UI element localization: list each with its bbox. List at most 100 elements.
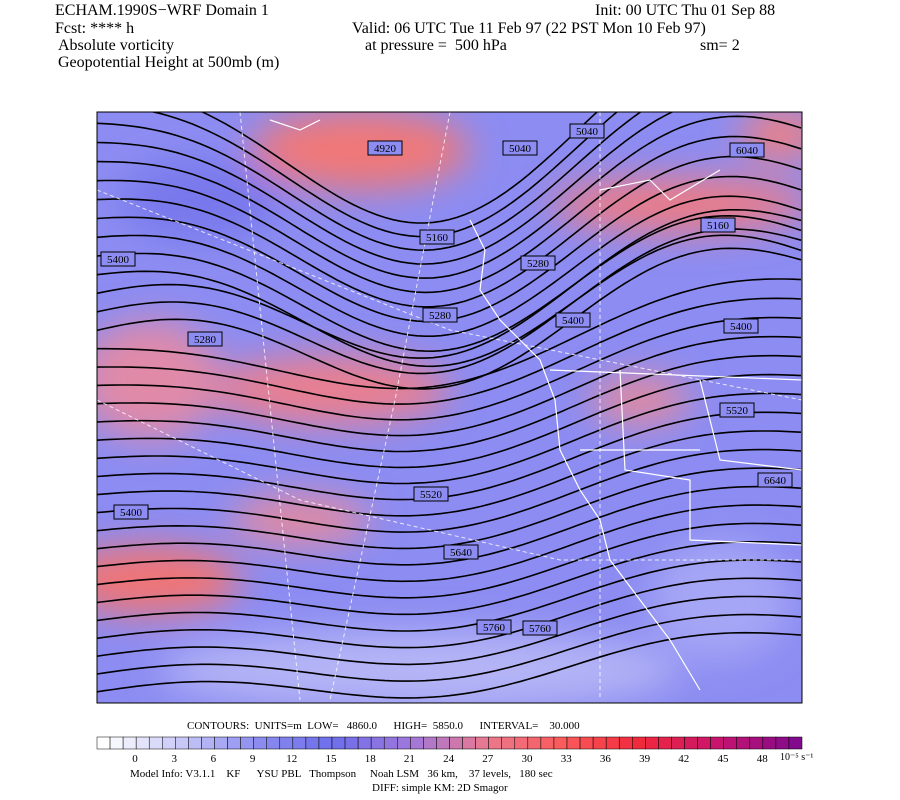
- contour-label-box: [113, 504, 149, 520]
- colorbar-swatch: [135, 736, 150, 750]
- contour-line: [97, 115, 802, 279]
- contour-line: [97, 613, 802, 682]
- colorbar-tick-label: 33: [561, 753, 573, 765]
- colorbar-swatch: [788, 736, 803, 750]
- contour-label-box: [367, 140, 403, 156]
- contour-line: [97, 112, 674, 265]
- contour-label-box: [476, 619, 512, 635]
- contour-label: 5520: [420, 489, 443, 501]
- colorbar-tick-label: 27: [482, 753, 494, 765]
- pressure-level: at pressure = 500 hPa: [365, 37, 507, 54]
- title: ECHAM.1990S−WRF Domain 1: [55, 2, 269, 19]
- contour-label-box: [100, 251, 136, 267]
- contour-line: [97, 631, 802, 699]
- colorbar-swatch: [723, 736, 737, 750]
- contour-label: 5400: [120, 507, 143, 519]
- contour-line: [97, 335, 802, 437]
- contour-label: 6640: [764, 475, 787, 487]
- colorbar-swatch: [540, 736, 555, 750]
- colorbar-tick-label: 12: [286, 753, 297, 765]
- contour-line: [200, 112, 599, 224]
- colorbar-swatch: [253, 736, 267, 750]
- contour-label: 5400: [562, 315, 585, 327]
- contour-label-box: [757, 472, 793, 488]
- smoothing: sm= 2: [700, 37, 740, 54]
- vorticity-field: [97, 112, 802, 703]
- contour-label: 5280: [429, 310, 452, 322]
- colorbar-swatch: [162, 736, 176, 750]
- contour-line: [97, 209, 802, 359]
- colorbar-swatch: [397, 736, 411, 750]
- contour-line: [97, 430, 802, 517]
- colorbar-swatch: [449, 736, 463, 750]
- contour-label-box: [729, 142, 765, 158]
- colorbar-swatch: [710, 736, 724, 750]
- contour-info: CONTOURS: UNITS=m LOW= 4860.0 HIGH= 5850…: [187, 720, 580, 732]
- contour-label: 5040: [576, 126, 599, 138]
- colorbar-swatch: [227, 736, 241, 750]
- colorbar-swatch: [436, 736, 450, 750]
- contour-line: [97, 559, 802, 632]
- colorbar-swatch: [266, 736, 281, 750]
- colorbar-swatch: [645, 736, 659, 750]
- contour-label: 6040: [736, 145, 759, 157]
- contour-label-box: [502, 140, 538, 156]
- colorbar-swatch: [749, 736, 764, 750]
- contour-line: [97, 448, 802, 533]
- colorbar-swatch: [762, 736, 777, 750]
- colorbar-swatch: [175, 736, 189, 750]
- colorbar-swatch: [357, 736, 372, 750]
- contour-line: [97, 504, 802, 583]
- contour-line: [97, 214, 802, 353]
- colorbar-swatch: [514, 736, 529, 750]
- contour-line: [97, 278, 802, 390]
- colorbar-tick-label: 6: [211, 753, 217, 765]
- contour-label-box: [723, 318, 759, 334]
- field-name: Absolute vorticity: [58, 37, 174, 54]
- model-info: Model Info: V3.1.1 KF YSU PBL Thompson N…: [130, 768, 553, 780]
- colorbar-tick-label: 45: [718, 753, 730, 765]
- colorbar-swatch: [423, 736, 437, 750]
- colorbar-swatch: [566, 736, 581, 750]
- contour-line: [97, 522, 802, 599]
- colorbar-swatch: [605, 736, 620, 750]
- colorbar-swatch: [331, 736, 346, 750]
- colorbar-tick-label: 39: [639, 753, 651, 765]
- colorbar-tick-label: 18: [365, 753, 377, 765]
- colorbar-swatch: [462, 736, 476, 750]
- colorbar-swatch: [292, 736, 307, 750]
- colorbar-swatch: [279, 736, 294, 750]
- colorbar-swatch: [632, 736, 646, 750]
- colorbar-swatch: [318, 736, 333, 750]
- colorbar-swatch: [122, 736, 137, 750]
- colorbar-tick-label: 0: [132, 753, 138, 765]
- colorbar-tick-label: 42: [678, 753, 689, 765]
- colorbar-tick-label: 36: [600, 753, 612, 765]
- colorbar-swatch: [240, 736, 254, 750]
- colorbar-swatch: [501, 736, 516, 750]
- contour-label-box: [422, 307, 458, 323]
- diff-info: DIFF: simple KM: 2D Smagor: [372, 782, 508, 794]
- contour-line: [97, 247, 802, 390]
- contour-label: 5040: [509, 143, 532, 155]
- contour-line: [97, 228, 802, 375]
- colorbar-swatch: [96, 736, 111, 750]
- colorbar-tick-label: 3: [171, 753, 177, 765]
- colorbar-units: 10⁻⁵ s⁻¹: [780, 752, 813, 763]
- colorbar-swatch: [305, 736, 320, 750]
- colorbar-swatch: [188, 736, 202, 750]
- colorbar-swatch: [618, 736, 633, 750]
- contour-line: [97, 354, 802, 453]
- colorbar-swatch: [553, 736, 568, 750]
- colorbar-swatch: [579, 736, 594, 750]
- colorbar-swatch: [370, 736, 385, 750]
- valid-time: Valid: 06 UTC Tue 11 Feb 97 (22 PST Mon …: [352, 20, 706, 37]
- colorbar-swatch: [383, 736, 398, 750]
- colorbar-swatch: [488, 736, 502, 750]
- colorbar-swatch: [527, 736, 542, 750]
- contour-line: [97, 595, 802, 666]
- colorbar-swatch: [109, 736, 124, 750]
- colorbar-swatch: [201, 736, 215, 750]
- contour-label-box: [187, 331, 223, 347]
